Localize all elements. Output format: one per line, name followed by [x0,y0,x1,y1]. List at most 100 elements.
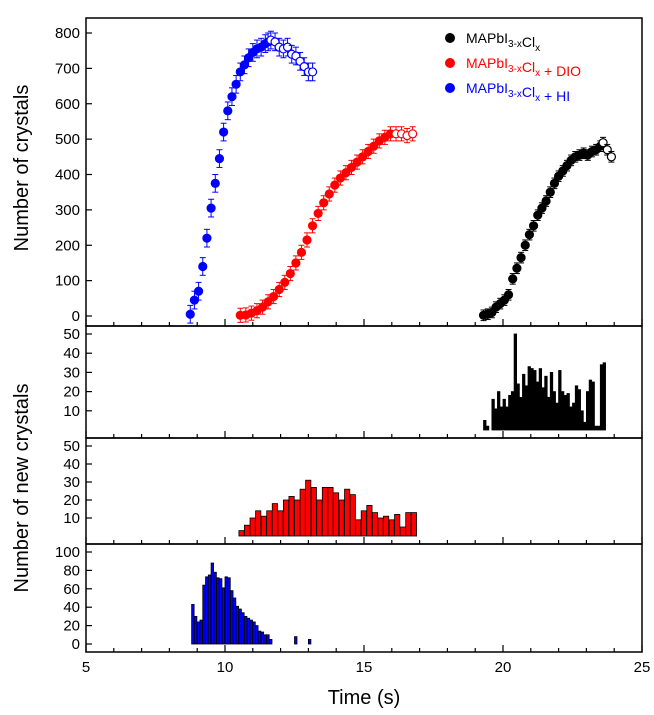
data-point-blue [231,79,241,89]
bar-red [310,486,317,537]
bar-blue [241,612,245,645]
bar-blue [191,604,195,645]
y-tick-label: 200 [55,237,80,254]
bar-black [547,396,551,431]
bar-red [333,492,340,537]
bar-red [244,524,251,537]
bar-black [552,391,556,431]
bar-red [321,486,328,537]
bar-red [371,512,378,537]
bar-blue [249,619,253,645]
bar-blue [194,616,198,645]
bar-black [499,406,504,431]
data-point-red [296,247,307,257]
bar-black [502,398,506,431]
data-point-blue [202,233,212,243]
bar-black [583,421,587,431]
bar-black [580,410,584,431]
bar-red [249,517,256,537]
legend-label-red: MAPbI3-xClx + DIO [466,55,581,79]
bar-blue [294,636,298,645]
scatter-points [185,30,617,324]
y-tick-label: 10 [63,510,80,527]
bar-blue [207,574,212,645]
data-point-blue [307,67,318,77]
bar-blue [255,625,259,645]
bar-black [519,396,523,431]
legend-label-blue: MAPbI3-xClx + HI [466,80,570,104]
bar-black [588,379,593,431]
bar-red [305,479,312,537]
y-tick-label: 300 [55,202,80,219]
bar-red [327,486,334,537]
bar-red [271,503,278,537]
bar-black [538,368,543,431]
bar-black [535,381,540,431]
data-point-red [335,173,345,183]
bar-blue [216,577,220,645]
data-point-black [508,274,518,284]
y-tick-label: 20 [63,384,80,401]
data-point-red [358,152,368,162]
bar-black [527,366,531,431]
data-point-black [528,221,539,231]
y-tick-label: 30 [63,474,80,491]
bar-blue [244,616,248,645]
data-point-blue [223,106,233,116]
y-tick-label: 80 [63,562,80,579]
bar-black [522,373,526,431]
y-tick-label: 800 [55,25,80,42]
bar-red [377,517,384,537]
bar-black [563,395,568,431]
bar-red [366,504,373,537]
bar-red [238,530,245,537]
y-tick-label: 60 [63,581,80,598]
bar-black [505,406,509,431]
x-tick-label: 25 [634,659,651,676]
data-point-blue [219,127,229,137]
bar-black [530,368,534,431]
bar-black [494,408,498,431]
data-point-black [545,187,555,197]
bar-black [597,425,601,431]
data-point-red [313,208,323,219]
y-tick-label: 10 [63,403,80,420]
data-point-blue [198,261,208,272]
data-point-blue [206,203,216,213]
data-point-red [285,268,295,279]
bar-blue [266,634,270,645]
y-tick-label: 400 [55,167,80,184]
x-tick-label: 5 [82,659,90,676]
y-tick-label: 100 [55,544,80,561]
data-point-red [324,189,334,199]
bar-black [602,362,606,431]
y-tick-label: 40 [63,345,80,362]
bar-blue [260,631,265,645]
bar-red [316,499,323,537]
bar-black [508,395,512,431]
data-point-red [307,221,318,231]
bar-red [338,499,345,537]
bar-blue [252,621,256,645]
data-point-red [302,235,312,245]
bar-blue [235,605,239,645]
data-point-red [263,297,273,307]
bar-black [485,425,490,431]
bar-black [544,375,548,431]
bar-red [294,499,301,537]
x-tick-label: 15 [356,659,373,676]
y-tick-label: 40 [63,456,80,473]
data-point-red [319,198,329,208]
bar-black [516,383,520,431]
bar-black [524,385,529,431]
bar-black [560,391,565,431]
data-point-black [512,263,522,273]
bar-blue [221,587,226,645]
ticks: 0100200300400500600700800102030405010203… [55,25,650,676]
bar-red [349,494,356,537]
bar-black [569,406,573,431]
y-tick-label: 0 [72,308,80,325]
bar-black [491,398,495,431]
bar-black [591,381,595,431]
bar-black [510,391,515,431]
